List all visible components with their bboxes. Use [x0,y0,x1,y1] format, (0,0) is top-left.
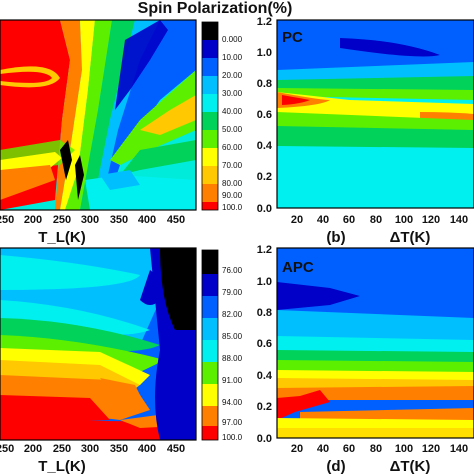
colorbar-tick: 10.00 [222,53,243,62]
tick-label: 140 [450,214,468,226]
panel-b-label: (b) [326,229,345,246]
tick-label: 1.2 [257,244,272,256]
tick-label: 40 [317,214,329,226]
tick-label: 350 [110,214,128,226]
tick-label: 120 [422,214,440,226]
colorbar-tick: 94.00 [222,398,243,407]
tick-label: 120 [422,443,440,455]
tick-label: 0.6 [257,109,272,121]
panel-b-inner-label: PC [282,29,303,46]
colorbar-tick: 40.00 [222,107,243,116]
panel-c-xlabel: T_L(K) [38,458,86,474]
colorbar-tick: 91.00 [222,376,243,385]
tick-label: 0.8 [257,78,272,90]
colorbar-tick: 88.00 [222,354,243,363]
colorbar-tick: 30.00 [222,89,243,98]
tick-label: 0.4 [257,370,273,382]
tick-label: 20 [291,214,303,226]
panel-a-heatmap [0,20,196,210]
panel-d-xticks: 20 40 60 80 100 120 140 [291,443,468,455]
panel-c: 250 200 250 300 350 400 450 T_L(K) [0,247,197,474]
colorbar-tick: 85.00 [222,332,243,341]
panel-c-xticks: 250 200 250 300 350 400 450 [0,443,185,455]
colorbar-tick: 70.00 [222,161,243,170]
panel-a-frame [0,19,197,211]
colorbar-tick: 82.00 [222,310,243,319]
tick-label: 40 [317,443,329,455]
tick-label: 300 [81,443,99,455]
tick-label: 140 [450,443,468,455]
tick-label: 1.0 [257,276,272,288]
panel-b-xlabel: ΔT(K) [390,229,431,246]
tick-label: 0.6 [257,338,272,350]
colorbar-tick: 60.00 [222,143,243,152]
panel-c-heatmap [0,248,196,440]
tick-label: 200 [24,443,42,455]
panel-d: APC 0.0 0.2 0.4 0.6 0.8 1.0 1.2 20 40 60… [257,244,474,474]
panel-d-xlabel: ΔT(K) [390,458,431,474]
panel-b-yticks: 0.0 0.2 0.4 0.6 0.8 1.0 1.2 [257,16,273,215]
tick-label: 400 [138,214,156,226]
tick-label: 350 [110,443,128,455]
tick-label: 200 [24,214,42,226]
colorbar-tick: 97.00 [222,418,243,427]
panel-c-frame [0,247,197,441]
tick-label: 80 [370,214,382,226]
colorbar-tick: 20.00 [222,71,243,80]
panel-b-xticks: 20 40 60 80 100 120 140 [291,214,468,226]
panel-d-heatmap [277,248,474,438]
tick-label: 0.2 [257,401,272,413]
tick-label: 250 [53,443,71,455]
tick-label: 1.0 [257,47,272,59]
tick-label: 250 [53,214,71,226]
panel-a-xticks: 250 200 250 300 350 400 450 [0,214,185,226]
tick-label: 250 [0,443,14,455]
tick-label: 80 [370,443,382,455]
tick-label: 60 [343,214,355,226]
colorbar-tick: 100.0 [222,203,243,212]
tick-label: 1.2 [257,16,272,28]
figure-title: Spin Polarization(%) [138,0,293,17]
tick-label: 400 [138,443,156,455]
tick-label: 0.2 [257,171,272,183]
panel-b: PC 0.0 0.2 0.4 0.6 0.8 1.0 1.2 20 40 60 … [257,16,474,246]
colorbar-tick: 50.00 [222,125,243,134]
tick-label: 100 [395,443,413,455]
colorbar-tick: 79.00 [222,288,243,297]
panel-a: 250 200 250 300 350 400 450 T_L(K) [0,19,197,246]
colorbar-tick: 100.0 [222,433,243,442]
tick-label: 100 [395,214,413,226]
colorbar-tick: 80.00 [222,179,243,188]
tick-label: 250 [0,214,14,226]
tick-label: 60 [343,443,355,455]
tick-label: 0.8 [257,307,272,319]
colorbar-tick: 90.00 [222,191,243,200]
colorbar-c: 76.00 79.00 82.00 85.00 88.00 91.00 94.0… [201,249,243,442]
tick-label: 450 [167,214,185,226]
panel-a-xlabel: T_L(K) [38,229,86,246]
colorbar-tick: 76.00 [222,266,243,275]
colorbar-a: 0.000 10.00 20.00 30.00 40.00 50.00 60.0… [201,21,243,212]
tick-label: 0.4 [257,140,273,152]
colorbar-tick: 0.000 [222,35,243,44]
panel-b-frame [276,19,474,209]
panel-b-heatmap [277,20,474,208]
tick-label: 20 [291,443,303,455]
panel-d-inner-label: APC [282,259,314,276]
tick-label: 450 [167,443,185,455]
tick-label: 0.0 [257,433,272,445]
tick-label: 0.0 [257,203,272,215]
tick-label: 300 [81,214,99,226]
panel-d-yticks: 0.0 0.2 0.4 0.6 0.8 1.0 1.2 [257,244,273,445]
panel-d-frame [276,247,474,439]
panel-d-label: (d) [326,458,345,474]
